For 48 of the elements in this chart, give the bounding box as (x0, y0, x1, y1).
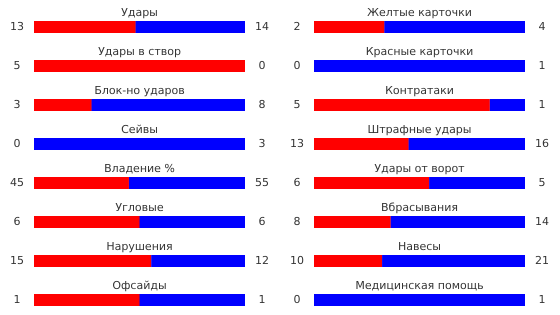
y-tick-label: Удары от ворот (374, 162, 466, 175)
y-tick-label: Вбрасывания (381, 201, 458, 214)
data-label: 45 (10, 176, 24, 189)
data-label: 8 (258, 98, 266, 111)
y-tick-label: Штрафные удары (368, 123, 472, 136)
y-tick-label: Контратаки (385, 84, 454, 97)
y-tick-label: Медицинская помощь (355, 279, 484, 292)
text: 0 (294, 59, 300, 72)
y-tick-label: Нарушения (106, 240, 173, 253)
data-label: 16 (535, 137, 549, 150)
data-label: 6 (258, 215, 266, 228)
data-label: 1 (538, 59, 546, 72)
data-label: 1 (538, 293, 546, 306)
y-tick-label: Угловые (115, 201, 164, 214)
data-label: 15 (10, 254, 24, 267)
data-label: 1 (14, 293, 20, 306)
data-label: 5 (294, 98, 300, 111)
data-label: 12 (255, 254, 269, 267)
data-label: 55 (255, 176, 269, 189)
data-label: 8 (294, 215, 300, 228)
data-label: 3 (258, 137, 266, 150)
data-label: 5 (538, 176, 546, 189)
data-label: 13 (290, 137, 304, 150)
text: 0 (294, 293, 300, 306)
data-label: 1 (538, 98, 546, 111)
y-tick-label: Навесы (398, 240, 441, 253)
data-label: 2 (294, 20, 300, 33)
y-tick-label: Удары (121, 6, 158, 19)
data-label: 3 (14, 98, 20, 111)
data-label: 14 (255, 20, 269, 33)
y-tick-label: Красные карточки (366, 45, 474, 58)
data-label: 4 (538, 20, 546, 33)
data-label: 21 (535, 254, 549, 267)
data-label: 6 (14, 215, 20, 228)
y-tick-label: Блок-но ударов (94, 84, 185, 97)
y-tick-label: Удары в створ (98, 45, 181, 58)
data-label: 10 (290, 254, 304, 267)
data-label: 6 (294, 176, 300, 189)
text: 0 (258, 59, 266, 72)
data-label: 1 (258, 293, 266, 306)
y-tick-label: Владение % (104, 162, 175, 175)
data-label: 5 (14, 59, 20, 72)
data-label: 14 (535, 215, 549, 228)
y-tick-label: Желтые карточки (367, 6, 472, 19)
data-label: 13 (10, 20, 24, 33)
y-tick-label: Сейвы (121, 123, 158, 136)
y-tick-label: Офсайды (112, 279, 167, 292)
text: 0 (14, 137, 20, 150)
